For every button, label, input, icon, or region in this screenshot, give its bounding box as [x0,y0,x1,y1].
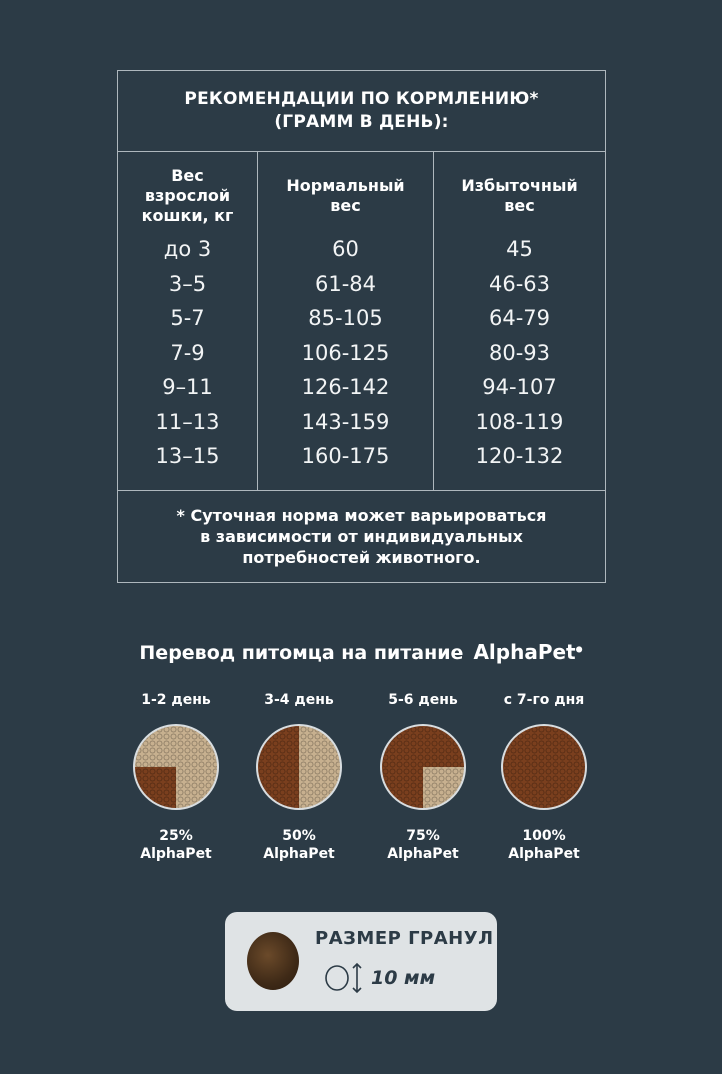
stage-pct-value: 100% [522,828,566,844]
stage-brand: AlphaPet [387,846,459,862]
header-line: Нормальный [286,176,405,195]
table-title-line2: (ГРАММ В ДЕНЬ): [274,112,449,132]
weight-cell: 13–15 [155,444,220,468]
overweight-cell: 80-93 [488,340,551,365]
brand-dot-icon: ● [575,644,583,654]
footnote: * Суточная норма может варьироваться в з… [118,491,605,581]
normal-weight-column: Нормальный вес 60 61-84 85-105 106-125 1… [258,152,434,490]
granule-size: 10 мм [323,960,435,996]
normal-cell: 143-159 [301,409,390,434]
overweight-cell: 46-63 [488,271,551,296]
footnote-line: в зависимости от индивидуальных [200,526,523,546]
header-line: взрослой [144,186,231,205]
overweight-cell: 120-132 [475,444,564,468]
stage-pct-value: 75% [406,828,440,844]
weight-cell: 11–13 [155,409,220,434]
stage-percent: 50% AlphaPet [234,827,364,863]
normal-cell: 126-142 [301,375,390,399]
brand-logo: AlphaPet● [473,640,582,664]
overweight-cell: 45 [506,237,533,261]
transition-heading: Перевод питомца на питание AlphaPet● [0,640,722,664]
overweight-cell: 64-79 [488,306,551,330]
weight-column-header: Вес взрослой кошки, кг [142,152,234,232]
stage-label: 5-6 день [388,692,458,708]
stage-pct-value: 50% [282,828,316,844]
table-title-line1: РЕКОМЕНДАЦИИ ПО КОРМЛЕНИЮ* [184,89,539,109]
weight-cell: 9–11 [162,375,213,399]
overweight-cell: 94-107 [482,375,557,399]
granule-title: РАЗМЕР ГРАНУЛ [315,928,494,949]
overweight-column: Избыточный вес 45 46-63 64-79 80-93 94-1… [434,152,605,490]
bowl-image [133,724,219,810]
stage-brand: AlphaPet [508,846,580,862]
diameter-icon [325,962,362,994]
stage-percent: 100% AlphaPet [479,827,609,863]
weight-cell: 3–5 [168,271,207,296]
header-line: Вес [171,166,204,185]
stage-2: 3-4 день 50% AlphaPet [234,688,364,863]
normal-cell: 61-84 [314,271,377,296]
transition-title: Перевод питомца на питание [139,642,464,664]
stage-label: с 7-го дня [503,692,585,708]
header-line: вес [330,196,361,215]
stage-percent: 25% AlphaPet [111,827,241,863]
weight-cell: 7-9 [170,340,205,365]
brand-name: AlphaPet [473,640,576,664]
normal-cell: 85-105 [308,306,383,330]
stage-1: 1-2 день 25% AlphaPet [111,688,241,863]
kibble-icon [247,932,299,990]
normal-cell: 60 [332,237,359,261]
normal-cell: 106-125 [301,340,390,365]
weight-cell: 5-7 [170,306,205,330]
bowl-image [380,724,466,810]
granule-size-panel: РАЗМЕР ГРАНУЛ 10 мм [225,912,497,1011]
normal-weight-header: Нормальный вес [286,152,404,232]
stage-percent: 75% AlphaPet [358,827,488,863]
stage-label: 1-2 день [141,692,211,708]
footnote-line: потребностей животного. [242,547,481,567]
overweight-header: Избыточный вес [461,152,577,232]
stage-brand: AlphaPet [140,846,212,862]
normal-cell: 160-175 [301,444,390,468]
table-title: РЕКОМЕНДАЦИИ ПО КОРМЛЕНИЮ* (ГРАММ В ДЕНЬ… [118,71,605,152]
stage-3: 5-6 день 75% AlphaPet [358,688,488,863]
overweight-cell: 108-119 [475,409,564,434]
footnote-line: * Суточная норма может варьироваться [176,505,547,525]
stage-4: с 7-го дня 100% AlphaPet [479,688,609,863]
stage-brand: AlphaPet [263,846,335,862]
header-line: кошки, кг [141,206,234,225]
header-line: вес [504,196,535,215]
weight-column: Вес взрослой кошки, кг до 3 3–5 5-7 7-9 … [118,152,258,490]
granule-size-value: 10 мм [371,967,436,989]
header-line: Избыточный [461,176,578,195]
weight-cell: до 3 [163,237,212,261]
stage-pct-value: 25% [159,828,193,844]
stage-label: 3-4 день [264,692,334,708]
bowl-image [501,724,587,810]
feeding-table: РЕКОМЕНДАЦИИ ПО КОРМЛЕНИЮ* (ГРАММ В ДЕНЬ… [117,70,606,583]
bowl-image [256,724,342,810]
table-body: Вес взрослой кошки, кг до 3 3–5 5-7 7-9 … [118,152,605,491]
